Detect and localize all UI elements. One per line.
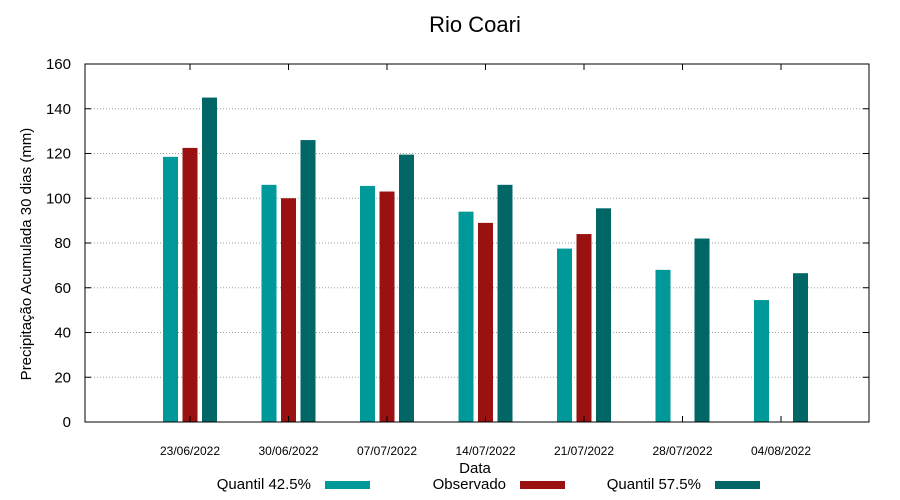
legend-label: Observado	[433, 476, 506, 493]
bar-observado-1	[281, 198, 296, 422]
bar-quantil-42-5--5	[655, 269, 671, 422]
x-tick-label: 23/06/2022	[160, 444, 220, 458]
y-axis-title: Precipitação Acumulada 30 dias (mm)	[18, 128, 35, 381]
legend-label: Quantil 57.5%	[607, 476, 701, 493]
bars	[163, 97, 808, 422]
y-tick-label: 120	[46, 146, 71, 163]
x-axis-ticks: 23/06/2022 30/06/2022 07/07/2022 14/07/2022…	[160, 64, 811, 458]
x-tick-label: 30/06/2022	[258, 444, 318, 458]
bar-quantil-57-5--5	[694, 238, 710, 422]
y-tick-label: 60	[54, 280, 71, 297]
y-tick-label: 80	[54, 235, 71, 252]
bar-quantil-42-5--1	[261, 184, 277, 422]
bar-observado-0	[182, 147, 198, 422]
bar-observado-4	[576, 234, 592, 422]
y-axis-ticks: 0 20 40 60 80 100 120 140 160	[46, 56, 869, 431]
y-tick-label: 0	[63, 414, 71, 431]
legend: Quantil 42.5% Observado Quantil 57.5%	[217, 476, 760, 493]
x-tick-label: 07/07/2022	[357, 444, 417, 458]
bar-quantil-57-5--0	[202, 97, 217, 422]
bar-quantil-42-5--4	[557, 248, 572, 422]
bar-quantil-57-5--4	[596, 208, 611, 422]
bar-quantil-42-5--6	[754, 300, 769, 422]
chart-title: Rio Coari	[429, 12, 521, 37]
bar-quantil-42-5--0	[163, 156, 178, 422]
legend-label: Quantil 42.5%	[217, 476, 311, 493]
y-tick-label: 100	[46, 190, 71, 207]
x-tick-label: 21/07/2022	[554, 444, 614, 458]
bar-quantil-57-5--2	[399, 154, 414, 422]
x-tick-label: 14/07/2022	[455, 444, 515, 458]
x-axis-title: Data	[459, 460, 491, 477]
bar-observado-3	[478, 222, 493, 422]
bar-quantil-57-5--6	[793, 273, 808, 422]
bar-quantil-42-5--2	[360, 185, 375, 422]
y-tick-label: 160	[46, 56, 71, 73]
legend-swatch	[715, 481, 760, 489]
bar-quantil-42-5--3	[458, 211, 474, 422]
y-tick-label: 140	[46, 101, 71, 118]
bar-quantil-57-5--1	[300, 140, 316, 422]
x-tick-label: 28/07/2022	[652, 444, 712, 458]
legend-swatch	[325, 481, 370, 489]
bar-observado-2	[379, 191, 395, 422]
legend-swatch	[520, 481, 565, 489]
y-tick-label: 20	[54, 369, 71, 386]
y-tick-label: 40	[54, 325, 71, 342]
bar-quantil-57-5--3	[497, 184, 513, 422]
x-tick-label: 04/08/2022	[751, 444, 811, 458]
